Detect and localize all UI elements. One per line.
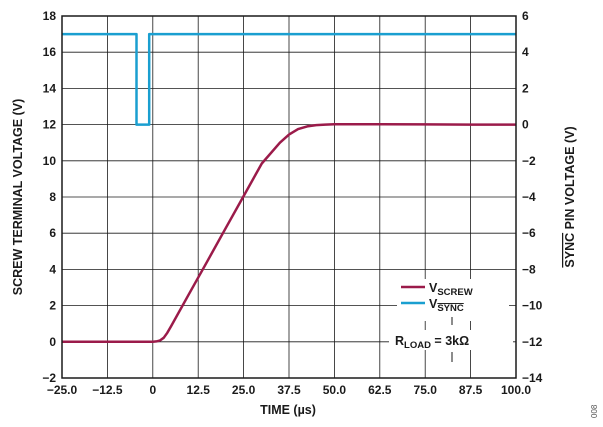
y-right-tick-label: −14 xyxy=(522,371,543,385)
y-right-tick-label: −12 xyxy=(522,335,543,349)
figure-id: 008 xyxy=(590,404,599,418)
y-right-tick-label: −8 xyxy=(522,262,536,276)
y-left-tick-label: 18 xyxy=(43,9,57,23)
y-right-tick-label: −10 xyxy=(522,299,543,313)
rload-annotation: RLOAD = 3kΩ xyxy=(389,317,513,362)
y-left-tick-label: 14 xyxy=(43,81,57,95)
x-tick-label: 12.5 xyxy=(187,383,211,397)
x-tick-label: −12.5 xyxy=(92,383,123,397)
y-right-title-rest: PIN VOLTAGE (V) xyxy=(563,126,577,232)
legend-background xyxy=(397,279,509,321)
y-left-tick-label: 4 xyxy=(49,262,56,276)
x-tick-label: 87.5 xyxy=(459,383,483,397)
x-tick-label: 0 xyxy=(149,383,156,397)
y-left-tick-label: −2 xyxy=(42,371,56,385)
y-right-tick-label: −6 xyxy=(522,226,536,240)
y-right-axis-title: SYNC PIN VOLTAGE (V) xyxy=(563,126,577,267)
x-tick-label: 62.5 xyxy=(368,383,392,397)
x-axis-title: TIME (µs) xyxy=(260,403,316,417)
x-tick-label: −25.0 xyxy=(47,383,78,397)
y-left-axis-title: SCREW TERMINAL VOLTAGE (V) xyxy=(11,99,25,296)
legend-label-vsync: VSYNC xyxy=(429,297,464,314)
y-left-tick-label: 10 xyxy=(43,154,57,168)
y-right-tick-label: 2 xyxy=(522,81,529,95)
x-tick-label: 37.5 xyxy=(277,383,301,397)
grid xyxy=(62,16,516,378)
y-left-tick-label: 12 xyxy=(43,118,57,132)
series-layer xyxy=(62,32,516,344)
legend-label-vscrew: VSCREW xyxy=(429,281,473,298)
y-right-title-overline: SYNC xyxy=(563,233,577,268)
y-left-tick-label: 8 xyxy=(49,190,56,204)
y-left-tick-label: 2 xyxy=(49,299,56,313)
y-right-tick-label: −2 xyxy=(522,154,536,168)
series-line-vsync xyxy=(62,32,516,126)
annotation-background xyxy=(389,330,513,350)
y-right-tick-label: 6 xyxy=(522,9,529,23)
annotation-text: RLOAD = 3kΩ xyxy=(395,334,469,351)
x-tick-label: 25.0 xyxy=(232,383,256,397)
series-line-vscrew xyxy=(62,122,516,344)
y-right-tick-label: 0 xyxy=(522,118,529,132)
x-tick-label: 100.0 xyxy=(501,383,531,397)
plot-frame xyxy=(61,15,517,379)
legend: VSCREW VSYNC xyxy=(397,279,509,321)
y-left-tick-label: 16 xyxy=(43,45,57,59)
tick-labels: −25.0 −12.5 0 12.5 25.0 37.5 50.0 62.5 75.0 87.5 1… xyxy=(42,9,542,397)
y-right-tick-label: −4 xyxy=(522,190,536,204)
y-left-tick-label: 0 xyxy=(49,335,56,349)
x-tick-label: 50.0 xyxy=(323,383,347,397)
x-tick-label: 75.0 xyxy=(414,383,438,397)
y-right-tick-label: 4 xyxy=(522,45,529,59)
y-left-tick-label: 6 xyxy=(49,226,56,240)
